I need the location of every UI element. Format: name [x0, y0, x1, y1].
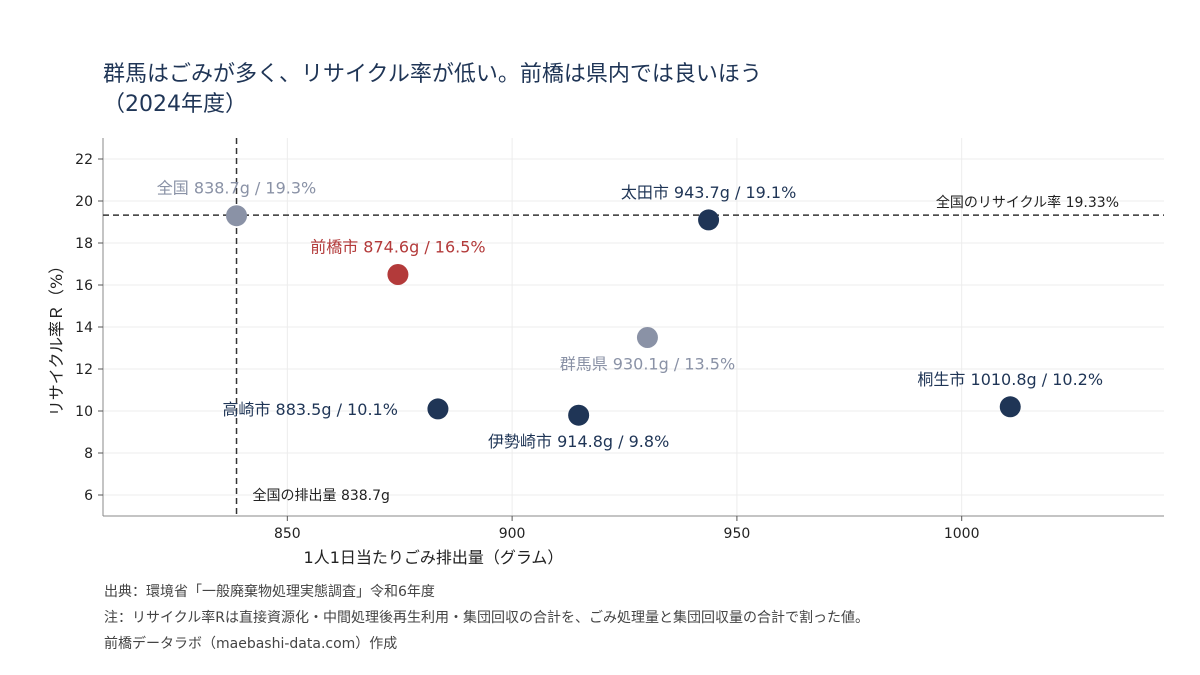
- definition-note: 注：リサイクル率Rは直接資源化・中間処理後再生利用・集団回収の合計を、ごみ処理量…: [104, 610, 870, 626]
- x-tick-label: 850: [274, 526, 301, 542]
- x-tick-label: 1000: [944, 526, 980, 542]
- data-label-全国: 全国 838.7g / 19.3%: [157, 179, 316, 198]
- y-tick-label: 10: [75, 404, 93, 420]
- y-tick-label: 14: [75, 320, 93, 336]
- y-tick-label: 18: [75, 236, 93, 252]
- y-axis-label: リサイクル率Ｒ（%）: [47, 258, 66, 416]
- y-tick-label: 8: [84, 446, 93, 462]
- data-label-太田市: 太田市 943.7g / 19.1%: [621, 183, 796, 202]
- chart-title: 群馬はごみが多く、リサイクル率が低い。前橋は県内では良いほう （2024年度）: [103, 60, 1103, 120]
- data-label-桐生市: 桐生市 1010.8g / 10.2%: [917, 370, 1103, 389]
- data-label-伊勢崎市: 伊勢崎市 914.8g / 9.8%: [488, 432, 669, 451]
- data-point-太田市: [698, 209, 720, 231]
- data-label-高崎市: 高崎市 883.5g / 10.1%: [222, 400, 397, 419]
- y-tick-label: 12: [75, 362, 93, 378]
- y-tick-label: 6: [84, 488, 93, 504]
- reference-line-vertical-label: 全国の排出量 838.7g: [253, 487, 390, 504]
- data-point-高崎市: [427, 398, 449, 420]
- x-tick-label: 950: [724, 526, 751, 542]
- source-note: 出典：環境省「一般廃棄物処理実態調査」令和6年度: [104, 584, 435, 600]
- data-point-前橋市: [387, 264, 409, 285]
- data-label-群馬県: 群馬県 930.1g / 13.5%: [560, 355, 735, 374]
- y-tick-label: 20: [75, 194, 93, 210]
- data-point-桐生市: [999, 396, 1021, 418]
- chart-title-line2: （2024年度）: [103, 92, 247, 117]
- y-tick-label: 22: [75, 152, 93, 168]
- data-point-全国: [226, 205, 248, 227]
- chart-title-line1: 群馬はごみが多く、リサイクル率が低い。前橋は県内では良いほう: [103, 62, 762, 87]
- data-point-群馬県: [636, 327, 658, 348]
- reference-line-horizontal-label: 全国のリサイクル率 19.33%: [936, 194, 1119, 211]
- credit-note: 前橋データラボ（maebashi-data.com）作成: [104, 636, 398, 652]
- x-axis-label: 1人1日当たりごみ排出量（グラム）: [304, 548, 564, 567]
- data-point-伊勢崎市: [568, 404, 590, 426]
- y-tick-label: 16: [75, 278, 93, 294]
- data-label-前橋市: 前橋市 874.6g / 16.5%: [310, 238, 485, 257]
- chart-notes: 出典：環境省「一般廃棄物処理実態調査」令和6年度 注：リサイクル率Rは直接資源化…: [104, 582, 869, 660]
- x-tick-label: 900: [499, 526, 526, 542]
